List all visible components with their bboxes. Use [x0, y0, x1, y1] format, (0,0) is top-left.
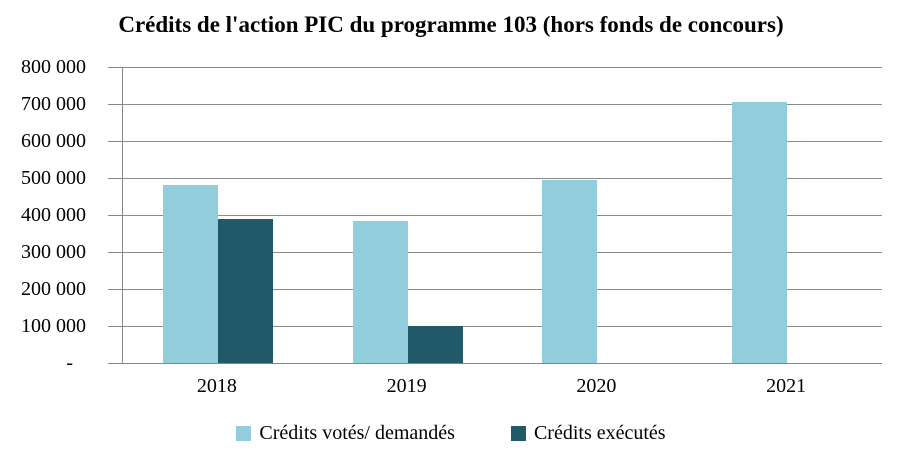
chart-title: Crédits de l'action PIC du programme 103… [118, 12, 784, 37]
y-axis-tick [108, 104, 122, 105]
legend-swatch-credits-executes [510, 426, 526, 441]
y-axis-tick [108, 289, 122, 290]
legend-label-credits-executes: Crédits exécutés [533, 422, 666, 444]
y-axis-tick [108, 215, 122, 216]
y-axis-tick [108, 67, 122, 68]
gridline [123, 252, 882, 253]
legend-label-credits-votes-demandes: Crédits votés/ demandés [259, 422, 455, 444]
y-axis-label: 300 000 [21, 241, 86, 263]
legend-swatch-credits-votes-demandes [236, 426, 252, 441]
y-axis-tick [108, 326, 122, 327]
bar-credits-executes-2019 [407, 326, 463, 363]
bar-credits-votes-demandes-2018 [162, 185, 218, 363]
plot-area [122, 67, 882, 364]
legend-item-credits-executes: Crédits exécutés [510, 422, 666, 445]
y-axis-label: 500 000 [21, 167, 86, 189]
gridline [123, 104, 882, 105]
gridline [123, 326, 882, 327]
y-axis-label: 200 000 [21, 278, 86, 300]
y-axis-tick [108, 363, 122, 364]
y-axis-tick [108, 141, 122, 142]
y-axis-label: - [66, 352, 73, 374]
gridline [123, 178, 882, 179]
x-axis-label-2018: 2018 [196, 375, 237, 397]
y-axis-label: 100 000 [21, 315, 86, 337]
bar-credits-votes-demandes-2019 [352, 220, 408, 363]
y-axis-tick [108, 252, 122, 253]
y-axis-tick [108, 178, 122, 179]
gridline [123, 141, 882, 142]
legend: Crédits votés/ demandés Crédits exécutés [0, 422, 902, 445]
gridline [123, 215, 882, 216]
bar-credits-votes-demandes-2020 [542, 179, 598, 363]
bar-credits-votes-demandes-2021 [732, 102, 788, 363]
x-axis-label-2019: 2019 [386, 375, 427, 397]
y-axis-label: 700 000 [21, 93, 86, 115]
gridline [123, 289, 882, 290]
gridline [123, 67, 882, 68]
bar-credits-executes-2018 [217, 218, 273, 363]
y-axis-label: 800 000 [21, 56, 86, 78]
x-axis-label-2021: 2021 [766, 375, 807, 397]
y-axis-label: 600 000 [21, 130, 86, 152]
x-axis-label-2020: 2020 [576, 375, 617, 397]
y-axis-label: 400 000 [21, 204, 86, 226]
legend-item-credits-votes-demandes: Crédits votés/ demandés [236, 422, 455, 445]
